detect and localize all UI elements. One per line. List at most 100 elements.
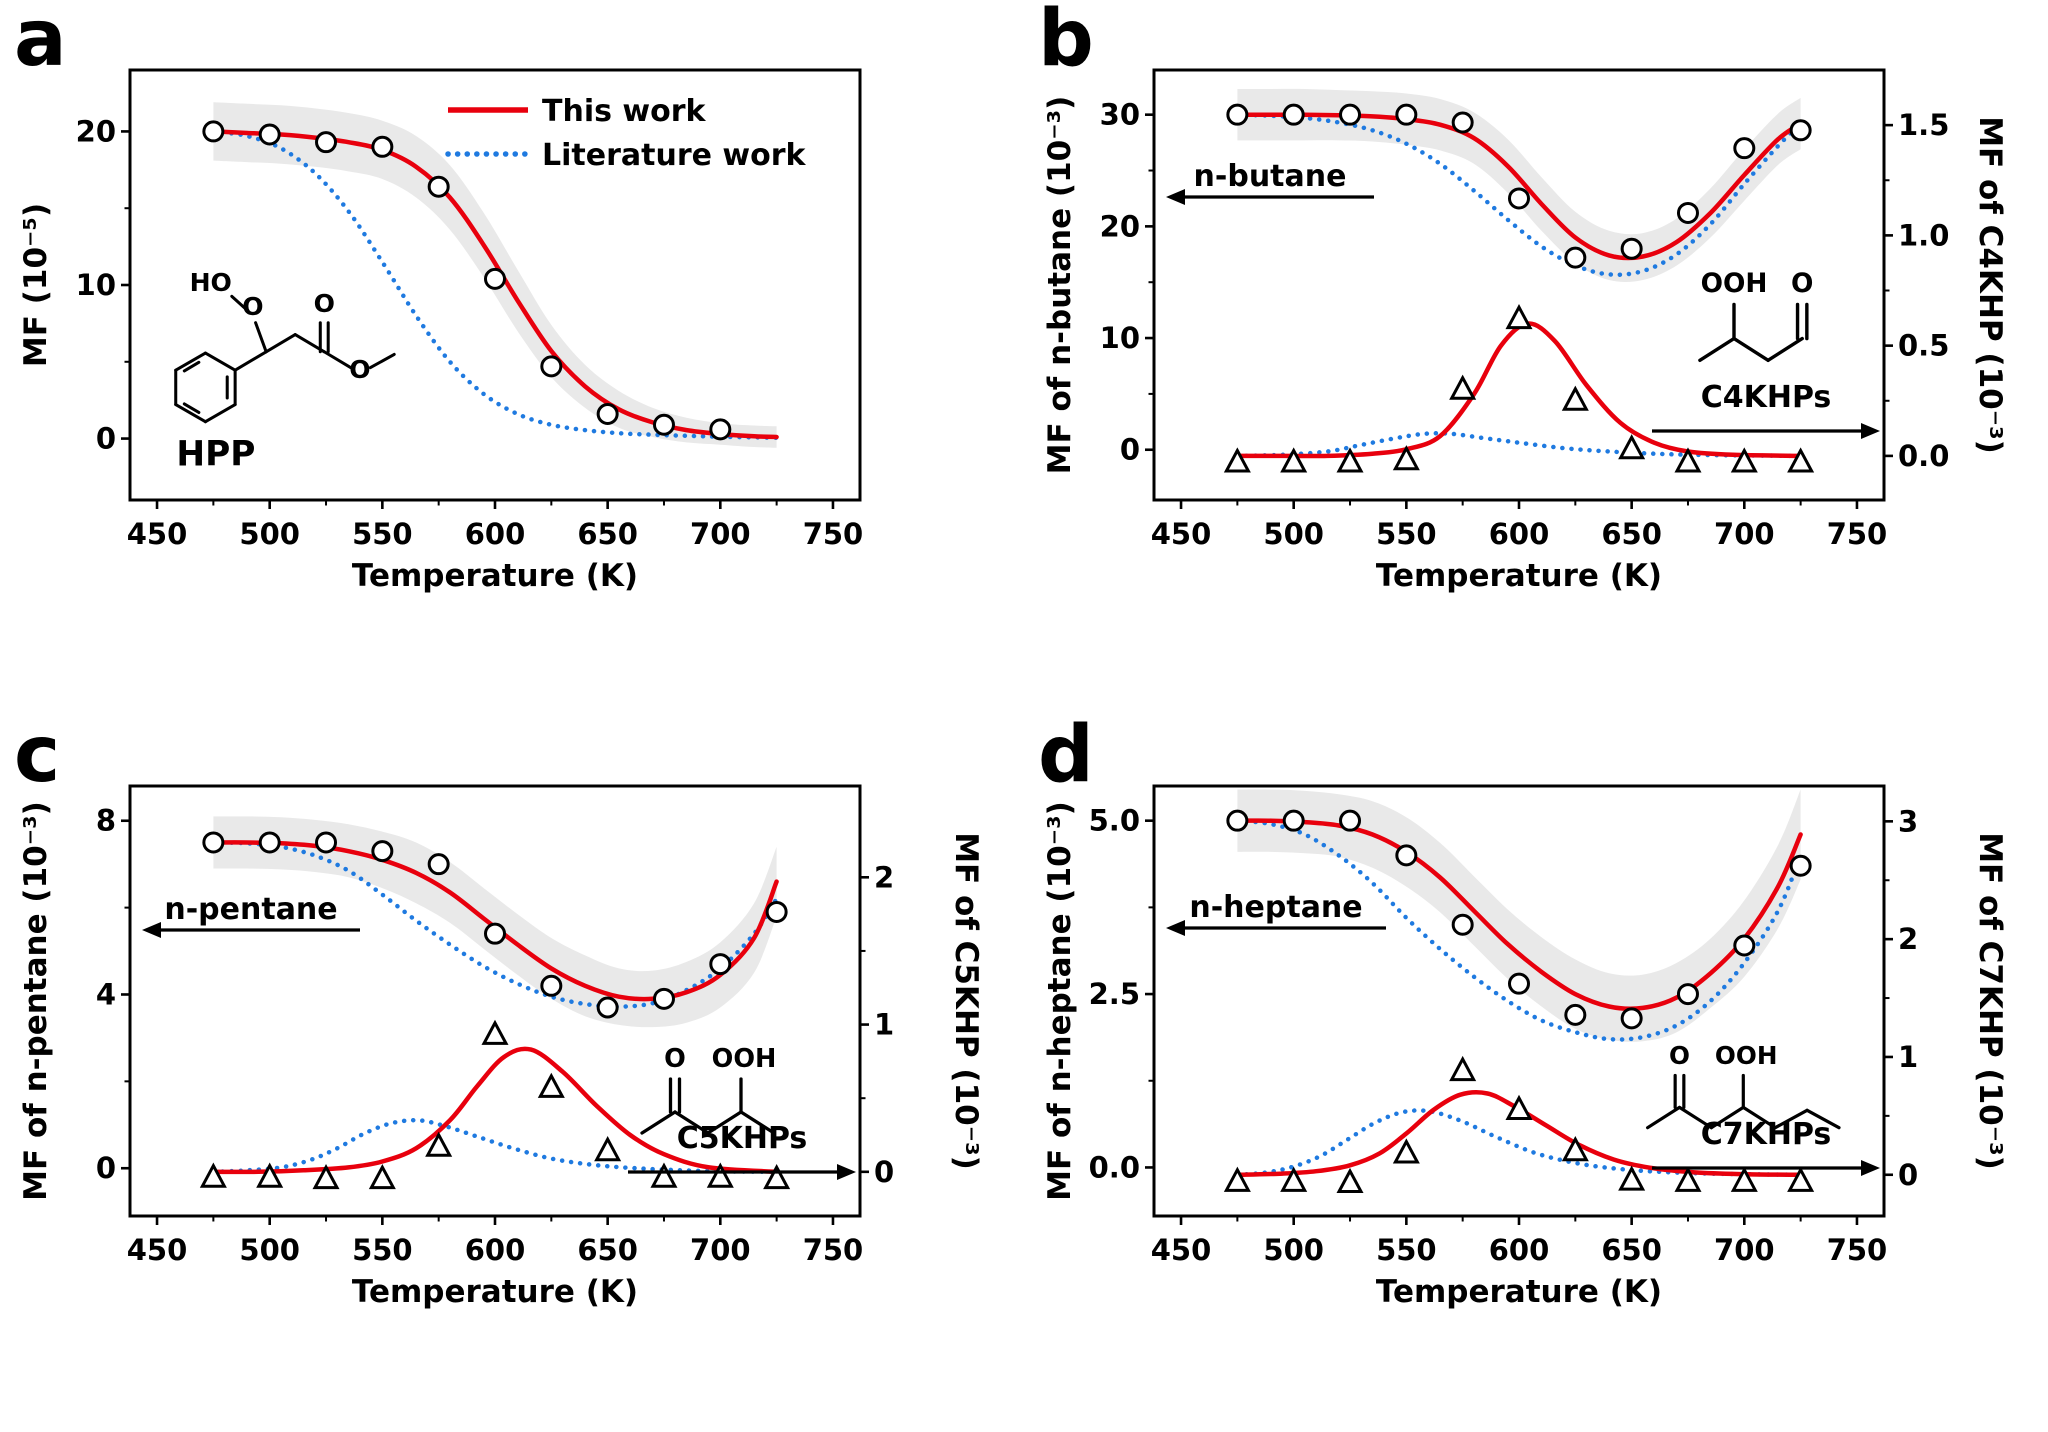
data-point-circle (484, 922, 506, 945)
right-tick-label: 0.5 (1898, 329, 1949, 363)
data-point-circle (1733, 137, 1756, 160)
left-tick-label: 0.0 (1089, 1150, 1140, 1184)
data-point-triangle (1449, 1055, 1477, 1082)
data-point-triangle (1223, 447, 1251, 473)
arrowhead-right-icon (837, 1164, 856, 1180)
data-point-circle (1620, 237, 1643, 260)
data-point-circle (258, 831, 281, 854)
x-axis: 450 500 550 600 650 700 750 Temperature (K) (1151, 500, 1887, 594)
panel-c: c 450 500 550 600 650 700 750 Temperature (K) 0 4… (0, 716, 1024, 1432)
x-tick-label: 700 (690, 517, 751, 551)
annotation-arrow: C5KHPs (628, 1121, 856, 1180)
data-point-circle (371, 135, 394, 158)
data-point-circle (1676, 983, 1699, 1006)
x-tick-label: 550 (352, 1233, 413, 1267)
x-tick-label: 600 (465, 517, 526, 551)
c4khp-literature-line (1235, 431, 1803, 459)
data-point-circle (540, 355, 563, 378)
data-point-circle (596, 403, 619, 425)
x-tick-label: 600 (465, 1233, 526, 1267)
data-point-circle (202, 120, 225, 143)
right-tick-label: 3 (1898, 804, 1918, 838)
x-axis: 450 500 550 600 650 700 750 Temperature (K) (1151, 1216, 1887, 1310)
data-point-triangle (1618, 1165, 1646, 1191)
data-point-circle (1451, 111, 1474, 134)
atom-label: O (664, 1044, 686, 1074)
hpp-experiment-points (202, 120, 732, 441)
annotation-label: n-pentane (164, 892, 337, 927)
arrowhead-left-icon (142, 922, 161, 938)
c7khp-structure-icon: O OOH (1646, 1041, 1841, 1130)
data-point-triangle (312, 1164, 340, 1190)
x-tick-label: 700 (690, 1233, 751, 1267)
data-point-circle (596, 996, 619, 1019)
chart-n-pentane: 450 500 550 600 650 700 750 Temperature (K) 0 4 8 M… (18, 784, 984, 1310)
confidence-band (1237, 789, 1801, 1042)
x-tick-label: 550 (352, 517, 413, 551)
confidence-band (213, 816, 777, 1028)
x-tick-label: 700 (1714, 1233, 1775, 1267)
x-tick-label: 750 (1827, 517, 1888, 551)
c5khp-experiment-points (199, 1019, 791, 1190)
atom-label: O (1669, 1041, 1690, 1070)
x-tick-label: 650 (577, 1233, 638, 1267)
left-tick-label: 10 (1100, 321, 1140, 355)
data-point-circle (652, 413, 675, 436)
right-tick-label: 1.0 (1898, 218, 1949, 252)
data-point-triangle (1392, 1138, 1420, 1164)
left-tick-label: 0 (96, 422, 116, 456)
data-point-circle (315, 831, 338, 854)
c4khp-experiment-points (1223, 304, 1815, 473)
data-point-circle (1676, 201, 1699, 224)
annotation-arrow: n-butane (1166, 159, 1374, 205)
data-point-circle (1282, 809, 1305, 832)
annotation-label: C7KHPs (1701, 1117, 1832, 1152)
panel-label-c: c (14, 710, 61, 800)
x-tick-label: 450 (127, 517, 188, 551)
confidence-band (1237, 88, 1801, 282)
data-point-triangle (1505, 304, 1533, 330)
hpp-structure-icon: HO O O O HPP (174, 268, 396, 474)
annotation-arrow: n-heptane (1166, 890, 1386, 936)
c7khp-experiment-points (1223, 1055, 1815, 1194)
x-tick-label: 750 (803, 1233, 864, 1267)
left-axis: 0 10 20 30 MF of n-butane (10⁻³) (1042, 96, 1154, 474)
left-axis-label: MF of n-heptane (10⁻³) (1042, 801, 1078, 1201)
c4khp-structure-icon: OOH O (1698, 269, 1813, 363)
annotation-arrow: n-pentane (142, 892, 360, 938)
right-axis: 0 1 2 3 MF of C7KHP (10⁻³) (1884, 804, 2008, 1192)
annotation-arrow: C7KHPs (1652, 1117, 1880, 1176)
legend-entry-label: This work (542, 94, 707, 129)
x-axis: 450 500 550 600 650 700 750 Temperature (K) (127, 500, 863, 594)
c7khp-literature-line (1235, 1108, 1803, 1178)
data-point-triangle (1449, 374, 1477, 400)
legend: This work Literature work (445, 94, 807, 173)
data-point-triangle (1730, 1166, 1758, 1192)
data-point-triangle (763, 1164, 791, 1190)
data-point-triangle (706, 1162, 734, 1188)
data-point-triangle (1280, 1166, 1308, 1192)
data-point-circle (1508, 972, 1530, 995)
data-point-circle (1564, 246, 1587, 269)
data-point-circle (1339, 809, 1362, 832)
data-point-triangle (1674, 1166, 1702, 1192)
right-axis-label: MF of C7KHP (10⁻³) (1972, 832, 2008, 1170)
atom-label: O (349, 355, 370, 384)
data-point-circle (1733, 934, 1756, 957)
atom-label: O (1791, 269, 1813, 299)
data-point-circle (202, 831, 225, 854)
data-point-circle (427, 853, 450, 876)
arrowhead-right-icon (1861, 423, 1880, 439)
panel-label-d: d (1038, 710, 1094, 800)
right-axis: 0.0 0.5 1.0 1.5 MF of C4KHP (10⁻³) (1884, 108, 2008, 473)
data-point-triangle (1280, 447, 1308, 473)
right-axis-label: MF of C4KHP (10⁻³) (1972, 116, 2008, 454)
left-tick-label: 2.5 (1089, 977, 1140, 1011)
left-tick-label: 20 (1100, 209, 1140, 243)
x-tick-label: 450 (1151, 1233, 1212, 1267)
right-tick-label: 0.0 (1898, 439, 1949, 473)
data-point-triangle (481, 1019, 509, 1045)
right-axis-label: MF of C5KHP (10⁻³) (948, 832, 984, 1170)
data-point-circle (1395, 844, 1418, 867)
n-butane-experiment-points (1226, 103, 1812, 269)
